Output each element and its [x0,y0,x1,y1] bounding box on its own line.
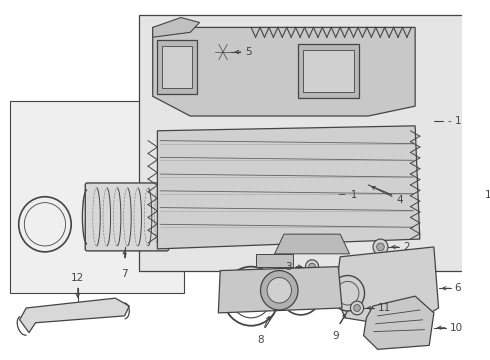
Text: 3: 3 [285,262,292,272]
Polygon shape [153,18,199,37]
Text: 12: 12 [71,273,84,283]
Bar [298,44,359,98]
Polygon shape [157,126,420,249]
Polygon shape [219,267,342,313]
Circle shape [267,278,292,303]
Circle shape [215,43,231,61]
Bar [162,46,192,89]
Text: 4: 4 [396,195,403,205]
Text: ─  1: ─ 1 [338,190,358,200]
Circle shape [377,243,384,251]
Text: 8: 8 [257,334,264,345]
Text: 10: 10 [450,323,463,333]
Text: 9: 9 [332,330,339,341]
Circle shape [261,271,298,310]
Polygon shape [20,298,129,333]
Circle shape [373,239,388,255]
Text: 2: 2 [403,242,410,252]
Circle shape [350,301,364,315]
FancyBboxPatch shape [85,183,169,251]
Text: 7: 7 [122,269,128,279]
Circle shape [309,263,316,270]
Bar [10,101,184,293]
Text: 1: 1 [485,190,490,200]
Polygon shape [364,296,434,349]
Text: 6: 6 [455,283,461,293]
Text: 5: 5 [245,47,252,57]
Circle shape [354,305,360,311]
Text: - 1: - 1 [448,116,462,126]
Bar [139,15,471,271]
Text: 11: 11 [378,303,391,313]
Polygon shape [153,27,415,116]
Bar [157,40,197,94]
Polygon shape [336,247,439,328]
Circle shape [305,260,318,274]
Polygon shape [274,234,349,254]
Bar [303,50,354,93]
Polygon shape [256,254,294,267]
